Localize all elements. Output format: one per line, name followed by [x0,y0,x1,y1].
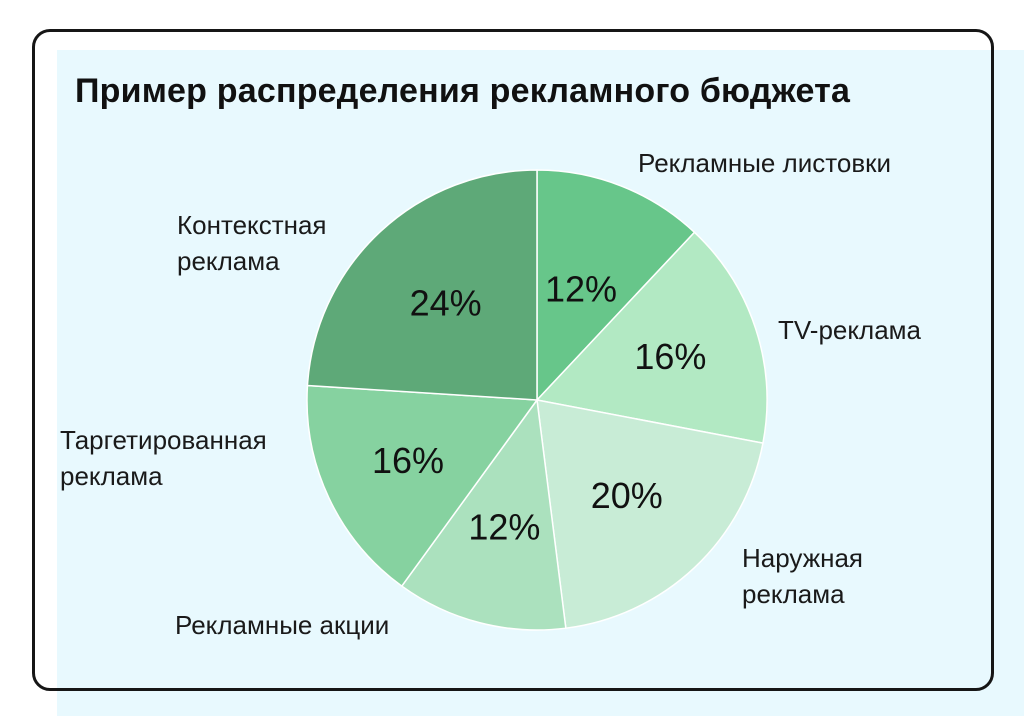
slice-label-leaflets: Рекламные листовки [638,145,891,181]
slice-label-line: реклама [177,246,280,276]
pie-value-label-promotions: 12% [468,506,540,547]
slice-label-line: Наружная [742,543,863,573]
pie-value-label-contextual: 24% [410,282,482,323]
pie-value-label-targeted: 16% [372,440,444,481]
slice-label-targeted: Таргетированная реклама [60,422,267,494]
slice-label-contextual: Контекстная реклама [177,207,327,279]
slice-label-tv: TV-реклама [778,312,921,348]
slice-label-line: реклама [60,461,163,491]
pie-value-label-leaflets: 12% [545,268,617,309]
slice-label-line: TV-реклама [778,315,921,345]
pie-slice-leaflets [536,169,696,402]
pie-value-label-tv: 16% [634,336,706,377]
pie-slice-promotions [400,398,567,631]
pie-slice-contextual [306,169,538,401]
slice-label-outdoor: Наружная реклама [742,540,863,612]
slice-label-line: Рекламные акции [175,610,390,640]
slice-label-line: Контекстная [177,210,327,240]
pie-slice-targeted [306,384,539,588]
pie-value-label-outdoor: 20% [591,475,663,516]
slice-label-promotions: Рекламные акции [175,607,389,643]
chart-frame [32,29,994,691]
slice-label-line: реклама [742,579,845,609]
chart-title: Пример распределения рекламного бюджета [75,72,851,110]
slice-label-line: Таргетированная [60,425,267,455]
pie-slice-tv [535,231,768,444]
pie-slice-outdoor [536,399,764,630]
slice-label-line: Рекламные листовки [638,148,892,178]
